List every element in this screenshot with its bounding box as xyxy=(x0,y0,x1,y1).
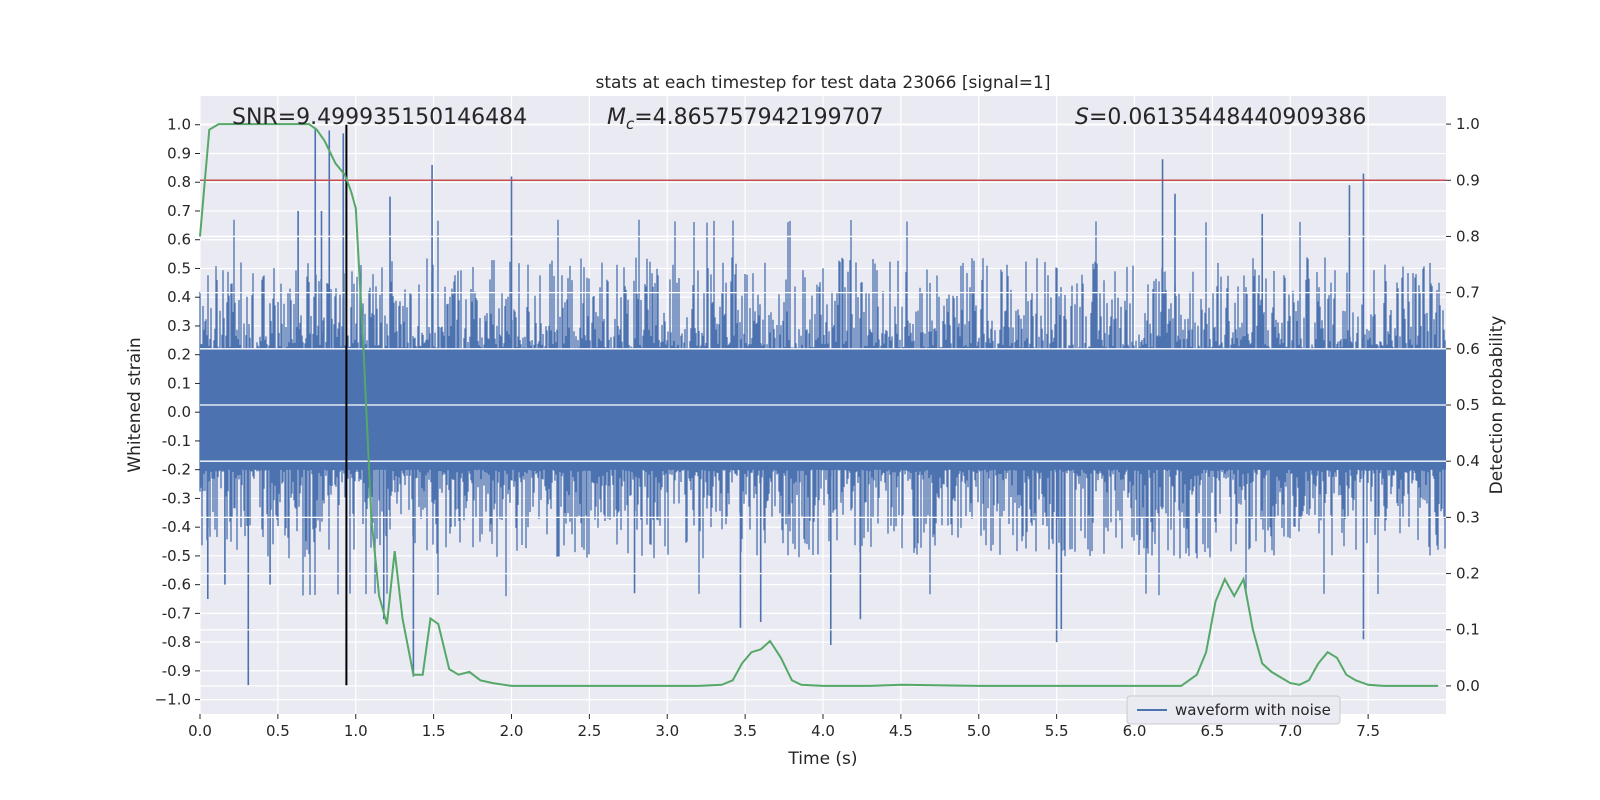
y2-tick-label: 0.6 xyxy=(1456,340,1480,358)
x-axis-label: Time (s) xyxy=(787,749,857,769)
x-tick-label: 7.5 xyxy=(1356,722,1380,740)
y-tick-label: -0.2 xyxy=(162,461,191,479)
y2-tick-label: 0.3 xyxy=(1456,508,1480,526)
legend-entry: waveform with noise xyxy=(1175,701,1331,719)
x-tick-label: 0.5 xyxy=(266,722,290,740)
s-annotation: S=0.06135448440909386 xyxy=(1075,105,1366,130)
y2-tick-label: 1.0 xyxy=(1456,115,1480,133)
snr-annotation: SNR=9.499935150146484 xyxy=(232,105,527,130)
y-tick-label: 0.3 xyxy=(167,317,191,335)
tick-labels: 0.0 0.5 1.0 1.5 2.0 2.5 3.0 3.5 4.0 4.5 5.0 5.5 6.0 6… xyxy=(155,115,1480,740)
y-axis-label: Whitened strain xyxy=(125,337,145,472)
overlay-series xyxy=(199,123,1446,687)
x-tick-label: 2.0 xyxy=(500,722,524,740)
y-tick-label: -0.5 xyxy=(162,547,191,565)
chirp-mass-symbol: M xyxy=(607,105,626,130)
x-tick-label: 2.5 xyxy=(577,722,601,740)
chirp-mass-subscript: c xyxy=(626,115,635,133)
y-tick-label: -0.3 xyxy=(162,489,191,507)
y-tick-label: -0.7 xyxy=(162,604,191,622)
y-tick-label: 0.9 xyxy=(167,144,191,162)
s-value: =0.06135448440909386 xyxy=(1089,105,1366,130)
chirp-mass-annotation: Mc=4.865757942199707 xyxy=(607,105,884,133)
y-tick-label: 0.7 xyxy=(167,202,191,220)
y-tick-label: 1.0 xyxy=(167,116,191,134)
x-tick-label: 3.5 xyxy=(733,722,757,740)
y-tick-label: -0.6 xyxy=(162,576,191,594)
x-tick-label: 7.0 xyxy=(1278,722,1302,740)
y-tick-label: -0.9 xyxy=(162,662,191,680)
waveform-core xyxy=(200,348,1446,470)
y2-tick-label: 0.1 xyxy=(1456,621,1480,639)
y-tick-label: 0.0 xyxy=(167,403,191,421)
x-tick-label: 4.0 xyxy=(811,722,835,740)
y-tick-label: -0.1 xyxy=(162,432,191,450)
y2-tick-label: 0.5 xyxy=(1456,396,1480,414)
y2-tick-label: 0.4 xyxy=(1456,452,1480,470)
y-tick-label: 0.8 xyxy=(167,173,191,191)
waveform-series xyxy=(199,127,1446,686)
legend: waveform with noise xyxy=(1126,695,1341,725)
x-tick-label: 0.0 xyxy=(188,722,212,740)
chirp-mass-value: =4.865757942199707 xyxy=(634,105,883,130)
legend-box xyxy=(1126,695,1341,725)
x-tick-label: 6.5 xyxy=(1200,722,1224,740)
x-tick-label: 5.5 xyxy=(1045,722,1069,740)
detection-probability-line xyxy=(199,123,1439,687)
y2-tick-label: 0.2 xyxy=(1456,565,1480,583)
y-tick-label: 0.4 xyxy=(167,288,191,306)
y-tick-label: −1.0 xyxy=(155,691,191,709)
y-tick-label: 0.6 xyxy=(167,231,191,249)
s-symbol: S xyxy=(1075,105,1089,130)
y-tick-label: -0.8 xyxy=(162,633,191,651)
x-tick-label: 1.0 xyxy=(344,722,368,740)
y2-tick-label: 0.8 xyxy=(1456,227,1480,245)
y2-tick-label: 0.7 xyxy=(1456,284,1480,302)
y2-axis-label: Detection probability xyxy=(1487,316,1507,495)
y-tick-label: -0.4 xyxy=(162,518,191,536)
y-tick-label: 0.5 xyxy=(167,259,191,277)
x-tick-label: 3.0 xyxy=(655,722,679,740)
x-tick-label: 6.0 xyxy=(1123,722,1147,740)
x-tick-label: 4.5 xyxy=(889,722,913,740)
y-tick-label: 0.2 xyxy=(167,346,191,364)
chart-title: stats at each timestep for test data 230… xyxy=(596,73,1051,93)
y-tick-label: 0.1 xyxy=(167,374,191,392)
y2-tick-label: 0.0 xyxy=(1456,677,1480,695)
x-tick-label: 1.5 xyxy=(422,722,446,740)
x-tick-label: 5.0 xyxy=(967,722,991,740)
y2-tick-label: 0.9 xyxy=(1456,171,1480,189)
